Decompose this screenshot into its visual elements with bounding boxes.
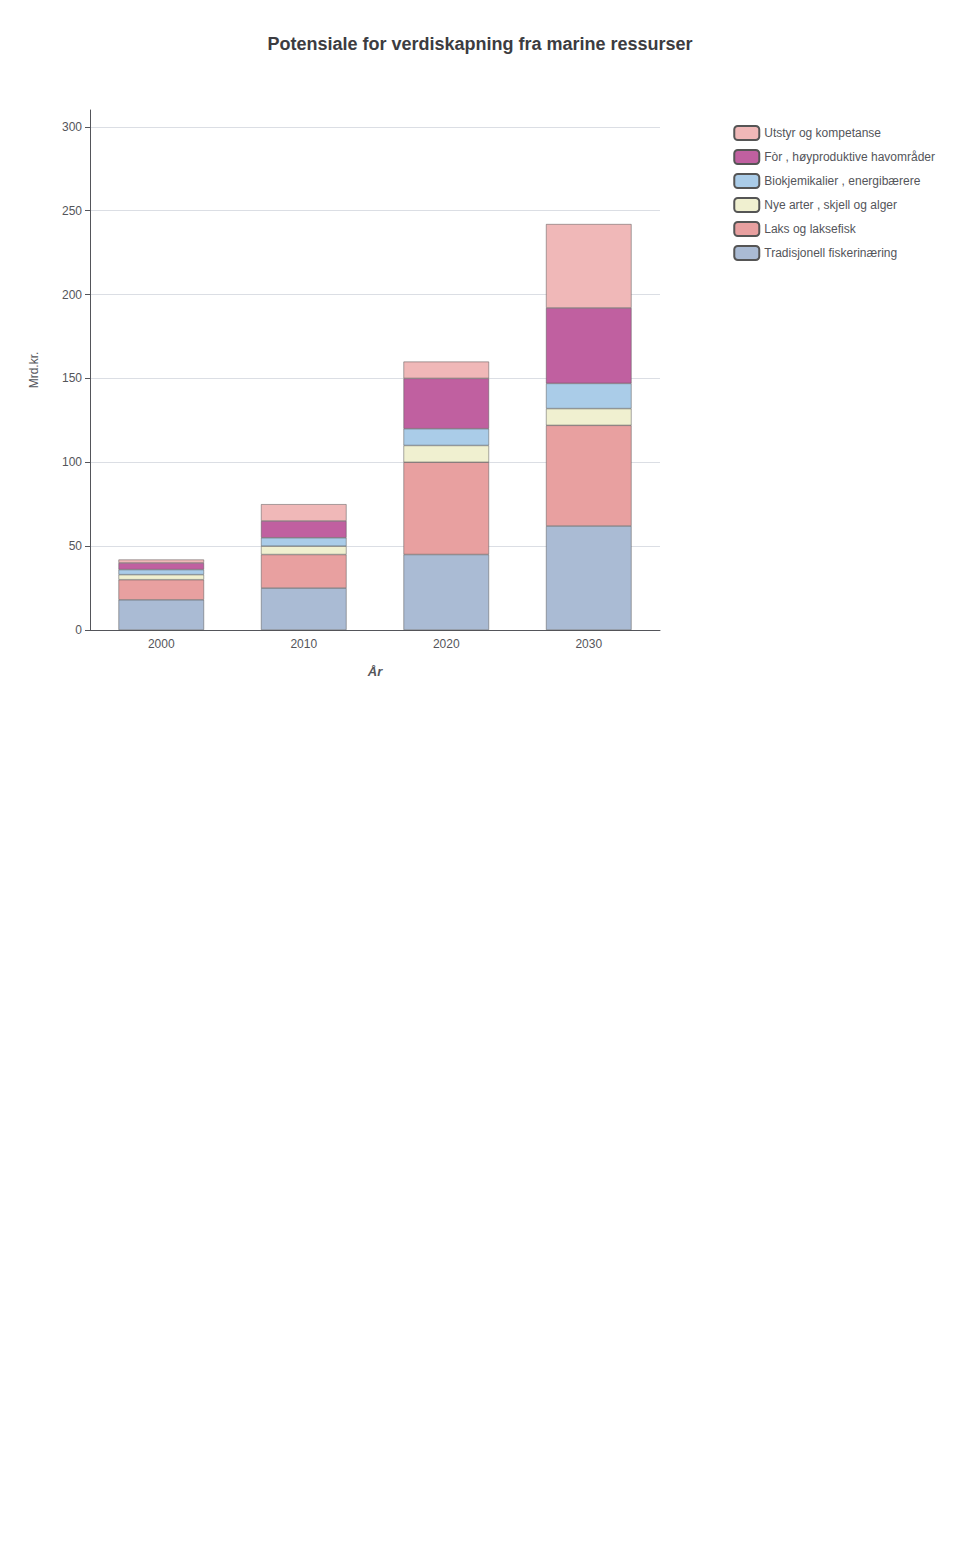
- svg-text:Laks og laksefisk: Laks og laksefisk: [764, 222, 856, 236]
- svg-text:Nye arter , skjell og alger: Nye arter , skjell og alger: [764, 198, 897, 212]
- svg-text:100: 100: [62, 455, 82, 469]
- svg-text:Fòr , høyproduktive havområder: Fòr , høyproduktive havområder: [764, 150, 935, 164]
- svg-text:2010: 2010: [290, 637, 317, 651]
- svg-text:50: 50: [69, 539, 83, 553]
- svg-text:250: 250: [62, 204, 82, 218]
- svg-text:150: 150: [62, 371, 82, 385]
- svg-text:Potensiale for verdiskapning f: Potensiale for verdiskapning fra marine …: [267, 34, 692, 54]
- svg-text:Utstyr og kompetanse: Utstyr og kompetanse: [764, 126, 881, 140]
- svg-text:300: 300: [62, 120, 82, 134]
- svg-text:0: 0: [75, 623, 82, 637]
- svg-text:Tradisjonell fiskerinæring: Tradisjonell fiskerinæring: [764, 246, 897, 260]
- svg-text:200: 200: [62, 288, 82, 302]
- svg-text:Biokjemikalier , energibærere: Biokjemikalier , energibærere: [764, 174, 920, 188]
- svg-text:2020: 2020: [433, 637, 460, 651]
- svg-text:2000: 2000: [148, 637, 175, 651]
- svg-text:År: År: [367, 664, 383, 679]
- svg-text:2030: 2030: [575, 637, 602, 651]
- svg-text:Mrd.kr.: Mrd.kr.: [27, 352, 41, 389]
